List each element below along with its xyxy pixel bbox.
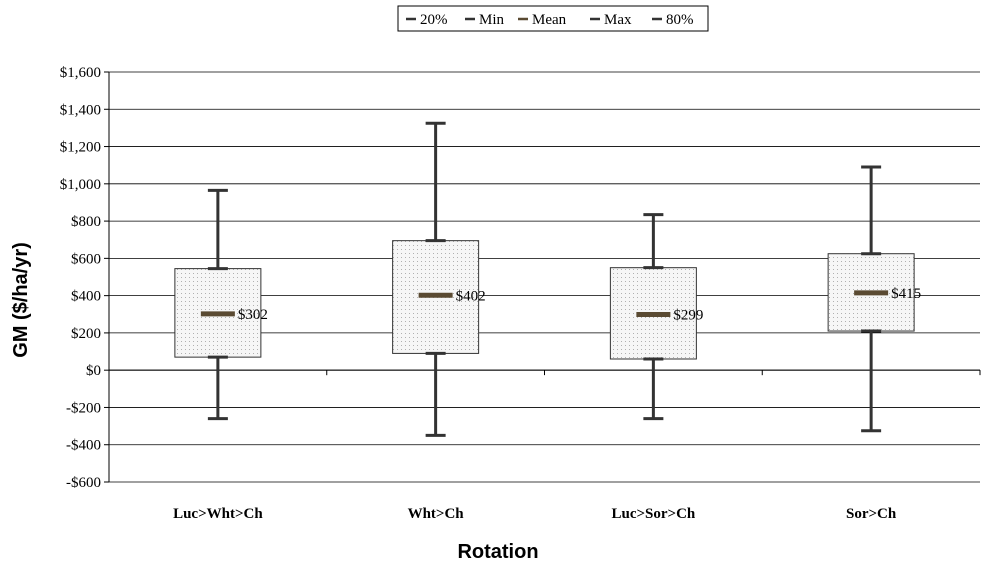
y-axis-title: GM ($/ha/yr) [10, 242, 32, 358]
box-series: $302 $402 $299 $415 [174, 121, 921, 437]
y-tick-label: $800 [71, 214, 101, 230]
box-group: $302 [174, 188, 268, 421]
y-tick-label: $1,600 [60, 65, 101, 81]
legend-label: 20% [420, 12, 448, 28]
box-group: $402 [392, 121, 486, 437]
mean-data-label: $302 [238, 307, 268, 323]
x-tick-label: Wht>Ch [408, 506, 465, 522]
y-tick-label: -$200 [66, 400, 101, 416]
x-tick-label: Luc>Sor>Ch [611, 506, 695, 522]
y-tick-label: -$600 [66, 475, 101, 491]
y-tick-label: -$400 [66, 438, 101, 454]
legend-label: Min [479, 12, 505, 28]
y-tick-label: $200 [71, 326, 101, 342]
y-axis-ticks: -$600 -$400 -$200 $0 $200 $400 $600 $800 $1,000 $… [60, 65, 110, 491]
y-tick-label: $400 [71, 289, 101, 305]
legend-label: Max [604, 12, 632, 28]
y-tick-label: $1,400 [60, 102, 101, 118]
x-tick-label: Sor>Ch [846, 506, 897, 522]
mean-data-label: $402 [456, 288, 486, 304]
box-group: $415 [827, 165, 921, 433]
mean-data-label: $299 [673, 307, 703, 323]
x-tick-label: Luc>Wht>Ch [173, 506, 263, 522]
y-tick-label: $1,000 [60, 177, 101, 193]
x-axis-title: Rotation [457, 541, 538, 563]
y-tick-label: $0 [86, 363, 101, 379]
y-tick-label: $1,200 [60, 140, 101, 156]
box-group: $299 [609, 213, 703, 421]
legend: 20% Min Mean Max 80% [397, 5, 709, 32]
mean-data-label: $415 [891, 286, 921, 302]
legend-label: 80% [666, 12, 694, 28]
x-axis: Luc>Wht>Ch Wht>Ch Luc>Sor>Ch Sor>Ch [108, 369, 981, 522]
y-tick-label: $600 [71, 251, 101, 267]
legend-label: Mean [532, 12, 567, 28]
